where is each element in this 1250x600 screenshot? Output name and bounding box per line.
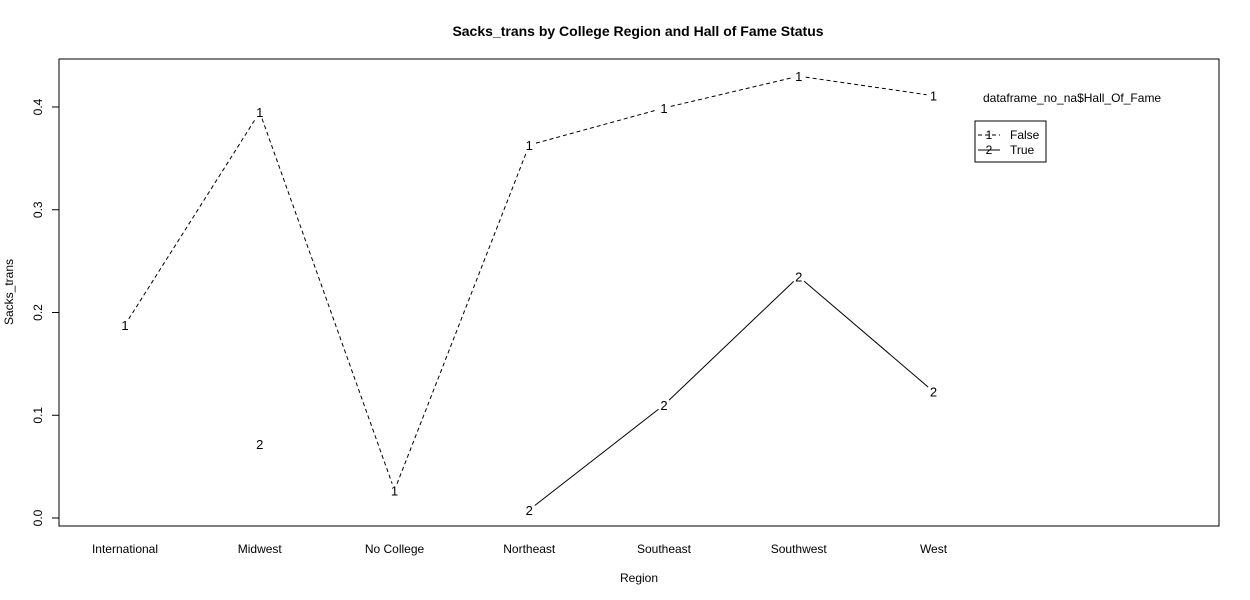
chart-title: Sacks_trans by College Region and Hall o… [452,23,823,39]
data-point: 2 [526,503,533,518]
y-axis-label: Sacks_trans [2,259,16,325]
series-line-segment [534,408,659,506]
legend: dataframe_no_na$Hall_Of_Fame 1 False 2 True [974,91,1161,163]
data-point: 1 [526,138,533,153]
data-point: 1 [256,105,263,120]
x-tick-label: Midwest [238,542,283,556]
series-line-segment [805,76,927,96]
data-point: 2 [256,437,263,452]
data-point: 2 [660,398,667,413]
legend-marker: 1 [986,128,993,142]
y-tick-label: 0.1 [31,407,45,424]
x-tick-label: International [92,542,158,556]
series-line-segment [261,118,393,484]
x-axis-label: Region [620,571,658,585]
x-tick-label: West [920,542,948,556]
x-tick-label: Southwest [771,542,828,556]
series-line-segment [128,117,257,320]
x-tick-label: Southeast [637,542,692,556]
legend-label: False [1010,128,1040,142]
x-tick-label: Northeast [503,542,556,556]
legend-title: dataframe_no_na$Hall_Of_Fame [983,91,1161,105]
series-line-segment [670,77,793,107]
y-tick-label: 0.0 [31,509,45,526]
series-2: 2 2 2 2 2 [256,270,937,518]
series-line-segment [396,151,528,484]
legend-marker: 2 [986,143,993,157]
y-tick-label: 0.2 [31,304,45,321]
data-point: 1 [660,101,667,116]
x-tick-label: No College [365,542,425,556]
legend-box [974,120,1047,163]
series-line-segment [803,280,929,388]
data-point: 1 [121,318,128,333]
data-point: 1 [391,483,398,498]
y-tick-label: 0.4 [31,98,45,115]
data-point: 1 [795,69,802,84]
series-1: 1 1 1 1 1 1 1 [121,69,937,498]
series-line-segment [668,281,795,401]
x-axis-tick-labels: International Midwest No College Northeast S… [92,542,948,556]
data-point: 1 [930,89,937,104]
data-point: 2 [930,385,937,400]
series-line-segment [535,109,658,144]
y-tick-label: 0.3 [31,201,45,218]
y-axis: 0.0 0.1 0.2 0.3 0.4 [31,98,60,526]
legend-label: True [1010,143,1035,157]
data-point: 2 [795,270,802,285]
series-layer: 1 1 1 1 1 1 1 2 2 2 2 2 [121,69,937,518]
